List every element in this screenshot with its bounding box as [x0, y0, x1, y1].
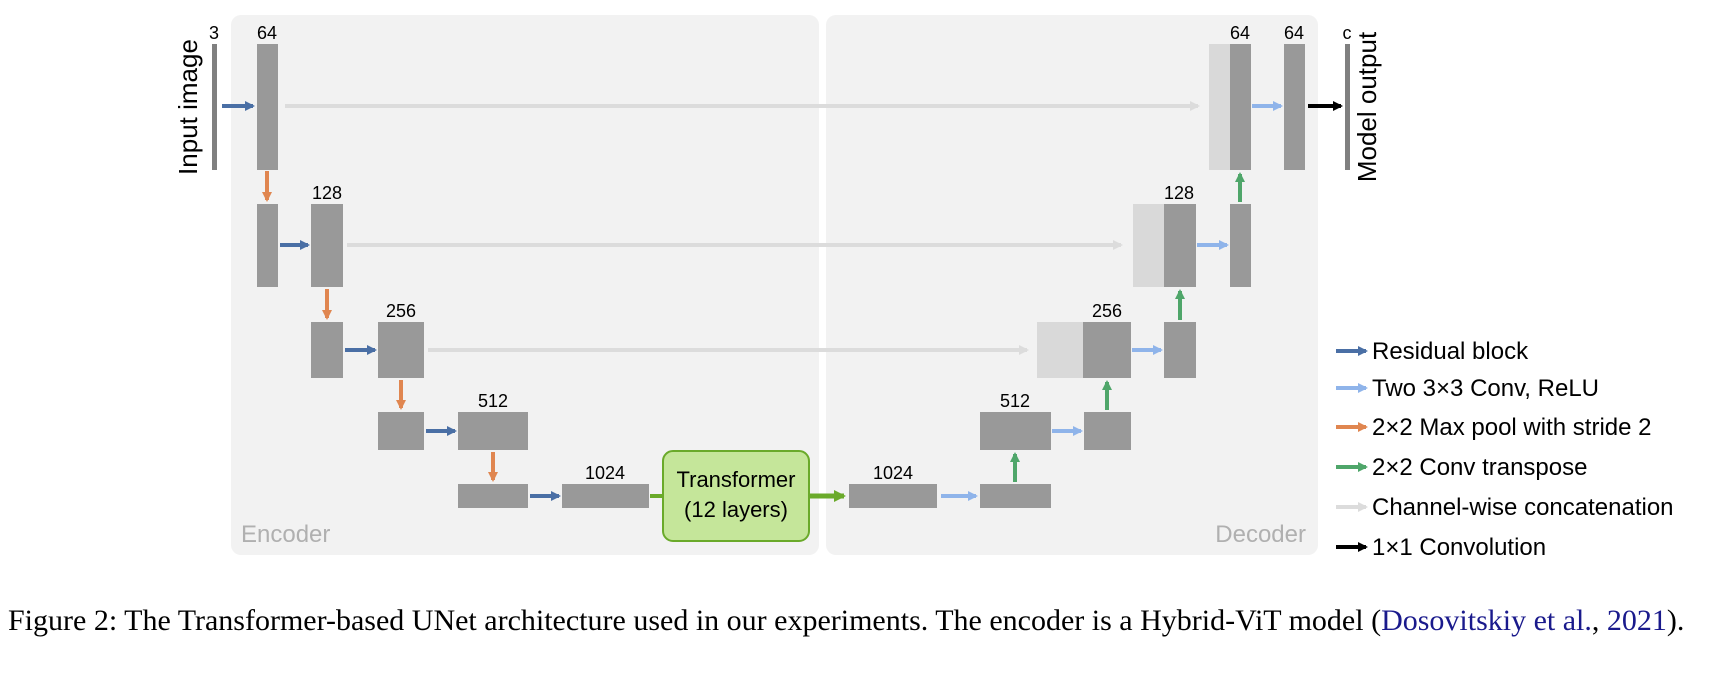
- model-output-label: Model output: [1352, 31, 1382, 182]
- encoder-block-pooled-3: [378, 412, 424, 450]
- transformer-label-line2: (12 layers): [684, 497, 788, 522]
- concat-block-1: [1209, 44, 1230, 170]
- channel-label-dec3: 256: [1092, 301, 1122, 321]
- decoder-panel: [826, 15, 1318, 555]
- legend-pool-label: 2×2 Max pool with stride 2: [1372, 414, 1651, 441]
- decoder-block-256: [1083, 322, 1131, 378]
- encoder-block-pooled-4: [458, 484, 528, 508]
- channel-label-input: 3: [209, 23, 219, 43]
- channel-label-output: c: [1343, 23, 1352, 43]
- channel-label-enc5: 1024: [585, 463, 625, 483]
- encoder-block-1024: [562, 484, 649, 508]
- transformer-block: [662, 450, 810, 542]
- caption-suffix: ).: [1666, 604, 1685, 637]
- citation-author-link[interactable]: Dosovitskiy et al.: [1381, 604, 1592, 637]
- decoder-block-conv-3: [1164, 322, 1196, 378]
- channel-label-dec2: 128: [1164, 183, 1194, 203]
- channel-label-dec1: 64: [1230, 23, 1250, 43]
- encoder-block-512: [458, 412, 528, 450]
- decoder-block-128: [1164, 204, 1196, 287]
- legend-upconv-label: 2×2 Conv transpose: [1372, 454, 1587, 481]
- channel-label-enc2: 128: [312, 183, 342, 203]
- encoder-block-pooled-1: [257, 204, 278, 287]
- encoder-label: Encoder: [241, 521, 330, 548]
- figure-caption: Figure 2: The Transformer-based UNet arc…: [8, 600, 1708, 641]
- decoder-block-512: [980, 412, 1051, 450]
- channel-label-dec5: 1024: [873, 463, 913, 483]
- encoder-block-128: [311, 204, 343, 287]
- legend-residual-label: Residual block: [1372, 338, 1529, 365]
- legend: Residual block Two 3×3 Conv, ReLU 2×2 Ma…: [1336, 338, 1674, 561]
- legend-concat-label: Channel-wise concatenation: [1372, 494, 1674, 521]
- concat-block-2: [1133, 204, 1164, 287]
- encoder-block-pooled-2: [311, 322, 343, 378]
- encoder-block-256: [378, 322, 424, 378]
- final-block-64: [1284, 44, 1305, 170]
- legend-1x1-label: 1×1 Convolution: [1372, 534, 1546, 561]
- citation-year-link[interactable]: 2021: [1606, 604, 1667, 637]
- decoder-label: Decoder: [1215, 521, 1306, 548]
- concat-block-3: [1037, 322, 1083, 378]
- encoder-block-64: [257, 44, 278, 170]
- channel-label-enc4: 512: [478, 391, 508, 411]
- input-image-label: Input image: [173, 39, 203, 175]
- input-image-bar: [212, 44, 217, 170]
- decoder-block-1024: [849, 484, 937, 508]
- caption-text: Figure 2: The Transformer-based UNet arc…: [8, 604, 1382, 637]
- decoder-block-64: [1230, 44, 1251, 170]
- legend-conv-label: Two 3×3 Conv, ReLU: [1372, 375, 1599, 402]
- output-bar: [1345, 44, 1350, 170]
- channel-label-enc1: 64: [257, 23, 277, 43]
- channel-label-enc3: 256: [386, 301, 416, 321]
- unet-diagram: Encoder Decoder Input image 3 64 128 256…: [173, 15, 1674, 561]
- channel-label-final: 64: [1284, 23, 1304, 43]
- decoder-block-conv-1: [980, 484, 1051, 508]
- citation-separator: ,: [1591, 604, 1607, 637]
- channel-label-dec4: 512: [1000, 391, 1030, 411]
- transformer-label-line1: Transformer: [677, 467, 796, 492]
- decoder-block-conv-2: [1084, 412, 1131, 450]
- decoder-block-conv-4: [1230, 204, 1251, 287]
